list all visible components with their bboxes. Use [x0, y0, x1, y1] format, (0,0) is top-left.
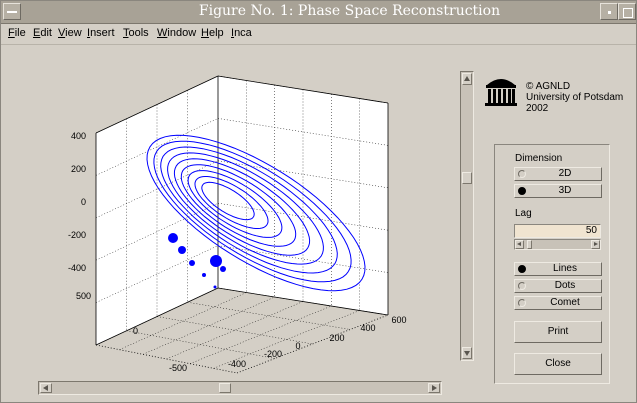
- grid-line: [187, 302, 351, 330]
- z-tick-label: 0: [81, 197, 86, 207]
- slider-down-arrow-icon[interactable]: [462, 347, 472, 359]
- copyright-line: © AGNLD: [526, 81, 571, 92]
- x-tick-label: -200: [264, 349, 282, 359]
- copyright-text: © AGNLD University of Potsdam 2002: [526, 81, 623, 114]
- trajectory-loop: [201, 181, 255, 221]
- menu-file[interactable]: File: [8, 27, 26, 39]
- close-button[interactable]: Close: [514, 353, 602, 375]
- trajectory-point: [202, 273, 206, 277]
- slider-left-arrow-icon[interactable]: [40, 383, 52, 393]
- vertical-slider-thumb[interactable]: [462, 172, 472, 184]
- menu-inca[interactable]: Inca: [231, 27, 252, 39]
- university-building-icon: [485, 79, 517, 106]
- slider-up-arrow-icon[interactable]: [462, 73, 472, 85]
- x-tick-label: 400: [360, 323, 375, 333]
- radio-label: 2D: [558, 168, 572, 179]
- radio-on-icon: [518, 187, 526, 195]
- lag-label: Lag: [515, 208, 532, 219]
- radio-label: 3D: [558, 185, 572, 196]
- institution-line: University of Potsdam: [526, 92, 624, 103]
- x-tick-label: 600: [391, 315, 406, 325]
- menu-tools[interactable]: Tools: [123, 27, 149, 39]
- lag-slider[interactable]: [514, 239, 601, 250]
- axes-box: [95, 75, 389, 346]
- dimension-2d-radio[interactable]: 2D: [514, 167, 602, 181]
- radio-off-icon: [518, 170, 526, 178]
- trajectory-loop: [167, 152, 324, 265]
- vertical-view-slider[interactable]: [460, 71, 474, 361]
- x-tick-label: -400: [228, 359, 246, 369]
- minimize-icon[interactable]: [600, 3, 618, 20]
- control-panel: Dimension 2D 3D Lag 50 Lines Dots Comet …: [494, 144, 610, 384]
- z-tick-label: 200: [71, 164, 86, 174]
- menu-help[interactable]: Help: [201, 27, 224, 39]
- menu-edit[interactable]: Edit: [33, 27, 52, 39]
- dimension-3d-radio[interactable]: 3D: [514, 184, 602, 198]
- style-dots-radio[interactable]: Dots: [514, 279, 602, 293]
- style-lines-radio[interactable]: Lines: [514, 262, 602, 276]
- trajectory-point: [220, 266, 226, 272]
- trajectory-loop: [160, 146, 338, 274]
- radio-off-icon: [518, 299, 526, 307]
- highlighted-points: [168, 233, 226, 289]
- grid-line: [126, 330, 275, 359]
- trajectory-loop: [180, 164, 297, 247]
- grid-line: [156, 316, 313, 345]
- grid-line: [213, 310, 360, 369]
- radio-label: Dots: [554, 280, 576, 291]
- year-line: 2002: [526, 103, 549, 114]
- trajectory-loop: [194, 176, 269, 229]
- y-tick-label: 0: [133, 326, 138, 336]
- trajectory-loop: [173, 158, 311, 256]
- lag-slider-thumb[interactable]: [527, 240, 532, 249]
- horizontal-view-slider[interactable]: [38, 381, 442, 395]
- trajectory-curves: [146, 134, 366, 292]
- lag-right-arrow-icon[interactable]: [591, 240, 600, 249]
- menu-view[interactable]: View: [58, 27, 82, 39]
- z-tick-label: -400: [68, 263, 86, 273]
- grid-line: [119, 292, 247, 350]
- phase-space-plot[interactable]: 400 200 0 -200 -400 500 0 -500 -400 -200…: [1, 45, 461, 375]
- radio-label: Lines: [553, 263, 577, 274]
- grid-lines: [95, 75, 389, 369]
- radio-on-icon: [518, 265, 526, 273]
- trajectory-point: [178, 246, 186, 254]
- lag-input[interactable]: 50: [514, 224, 601, 238]
- x-tick-label: 0: [295, 341, 300, 351]
- dimension-label: Dimension: [515, 153, 563, 164]
- trajectory-loop: [146, 134, 366, 292]
- title-bar[interactable]: Figure No. 1: Phase Space Reconstruction: [1, 1, 636, 24]
- y-tick-label: -500: [169, 363, 187, 373]
- trajectory-loop: [153, 140, 352, 283]
- style-comet-radio[interactable]: Comet: [514, 296, 602, 310]
- z-tick-label: -200: [68, 230, 86, 240]
- radio-label: Comet: [550, 297, 580, 308]
- menu-window[interactable]: Window: [157, 27, 197, 39]
- window-menu-icon[interactable]: [3, 3, 21, 20]
- x-tick-label: 200: [329, 333, 344, 343]
- trajectory-loop: [187, 170, 283, 238]
- window-title: Figure No. 1: Phase Space Reconstruction: [198, 3, 501, 19]
- z-tick-label: 400: [71, 131, 86, 141]
- horizontal-slider-thumb[interactable]: [219, 383, 231, 393]
- slider-right-arrow-icon[interactable]: [428, 383, 440, 393]
- trajectory-point: [189, 260, 195, 266]
- menu-insert[interactable]: Insert: [87, 27, 115, 39]
- lag-left-arrow-icon[interactable]: [515, 240, 524, 249]
- radio-off-icon: [518, 282, 526, 290]
- trajectory-point: [210, 255, 222, 267]
- y-tick-label: 500: [76, 291, 91, 301]
- maximize-icon[interactable]: [618, 3, 636, 20]
- trajectory-point: [168, 233, 178, 243]
- grid-line: [166, 301, 304, 360]
- menu-bar: File Edit View Insert Tools Window Help …: [1, 24, 636, 45]
- print-button[interactable]: Print: [514, 321, 602, 343]
- trajectory-point: [213, 285, 217, 289]
